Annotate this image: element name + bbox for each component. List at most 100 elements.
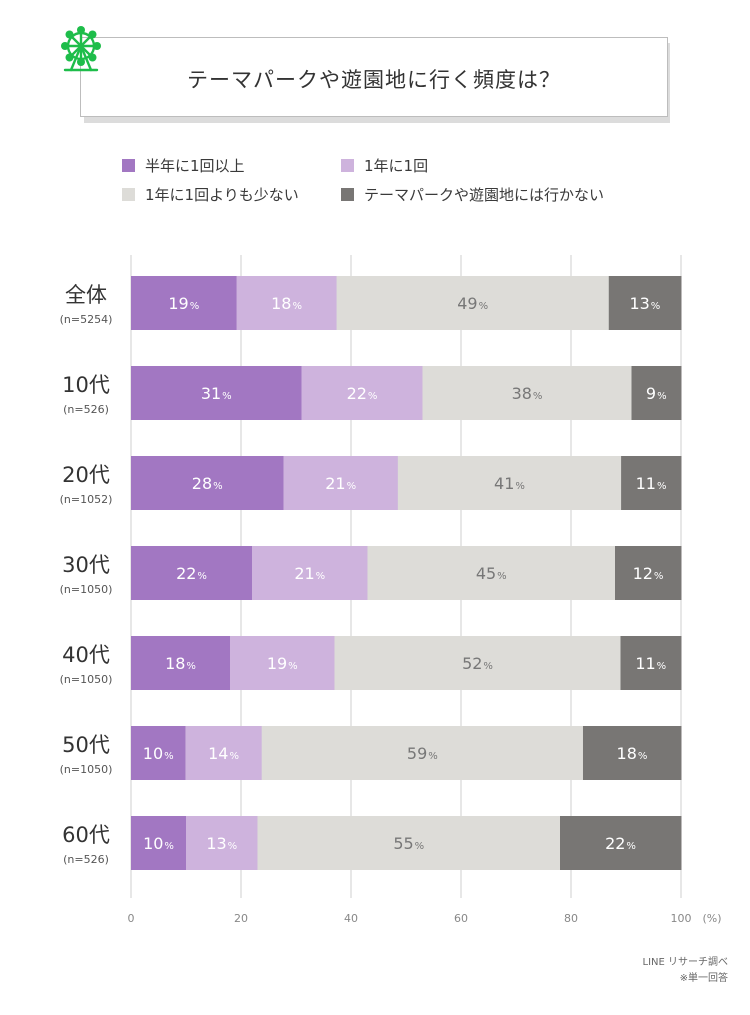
source-note: LINE リサーチ調べ	[642, 957, 729, 968]
data-label-never-1: 9%	[646, 384, 667, 403]
data-label-semi-annual-4: 18%	[165, 654, 196, 673]
legend-item-yearly: 1年に1回	[341, 155, 428, 176]
bar-less-3	[367, 546, 616, 600]
data-label-value: 22	[176, 564, 196, 583]
data-label-suffix: %	[415, 841, 425, 852]
data-label-value: 22	[347, 384, 367, 403]
data-label-value: 19	[168, 294, 188, 313]
legend-item-less: 1年に1回よりも少ない	[122, 184, 299, 205]
data-label-yearly-2: 21%	[325, 474, 356, 493]
category-n-5: (n=1050)	[60, 763, 113, 776]
bar-never-5	[582, 726, 682, 780]
data-label-suffix: %	[288, 661, 298, 672]
data-label-suffix: %	[229, 751, 239, 762]
ferris-wheel-icon	[61, 26, 101, 72]
data-label-less-1: 38%	[512, 384, 543, 403]
category-n-3: (n=1050)	[60, 583, 113, 596]
bar-never-3	[615, 546, 682, 600]
chart-title: テーマパークや遊園地に行く頻度は？	[187, 68, 561, 92]
data-label-value: 21	[294, 564, 314, 583]
bar-semi-annual-2	[131, 456, 284, 510]
data-label-value: 14	[208, 744, 228, 763]
bar-less-4	[334, 636, 621, 690]
legend-label-yearly: 1年に1回	[364, 157, 429, 175]
data-label-semi-annual-2: 28%	[192, 474, 223, 493]
bar-yearly-0	[236, 276, 338, 330]
x-tick-label-100: 100	[671, 912, 692, 925]
data-label-never-3: 12%	[633, 564, 664, 583]
legend-swatch-yearly	[341, 159, 354, 172]
data-label-suffix: %	[292, 301, 302, 312]
bar-yearly-6	[186, 816, 258, 870]
data-label-semi-annual-6: 10%	[143, 834, 174, 853]
data-label-suffix: %	[164, 841, 174, 852]
data-label-value: 10	[143, 744, 163, 763]
data-label-suffix: %	[222, 391, 232, 402]
data-label-value: 12	[633, 564, 653, 583]
category-n-6: (n=526)	[63, 853, 109, 866]
bar-semi-annual-4	[131, 636, 231, 690]
bar-semi-annual-3	[131, 546, 253, 600]
data-label-suffix: %	[164, 751, 174, 762]
data-label-yearly-6: 13%	[206, 834, 237, 853]
data-label-suffix: %	[626, 841, 636, 852]
data-label-value: 19	[267, 654, 287, 673]
data-label-never-2: 11%	[636, 474, 667, 493]
bar-semi-annual-5	[131, 726, 186, 780]
bar-yearly-3	[252, 546, 368, 600]
data-label-less-6: 55%	[393, 834, 424, 853]
x-tick-label-40: 40	[344, 912, 358, 925]
category-label-0: 全体	[65, 283, 107, 307]
data-label-semi-annual-5: 10%	[143, 744, 174, 763]
data-label-value: 49	[457, 294, 477, 313]
data-label-suffix: %	[347, 481, 357, 492]
x-tick-label-0: 0	[128, 912, 135, 925]
x-tick-label-60: 60	[454, 912, 468, 925]
bar-semi-annual-0	[131, 276, 238, 330]
x-axis-unit: (%)	[702, 912, 721, 925]
data-label-value: 31	[201, 384, 221, 403]
legend-label-never: テーマパークや遊園地には行かない	[364, 186, 605, 204]
category-n-0: (n=5254)	[60, 313, 113, 326]
legend-swatch-semi-annual	[122, 159, 135, 172]
legend-swatch-never	[341, 188, 354, 201]
bar-less-2	[397, 456, 622, 510]
data-label-yearly-0: 18%	[271, 294, 302, 313]
data-label-value: 10	[143, 834, 163, 853]
category-label-6: 60代	[62, 823, 110, 847]
data-label-semi-annual-3: 22%	[176, 564, 207, 583]
x-tick-label-80: 80	[564, 912, 578, 925]
bar-less-5	[261, 726, 584, 780]
data-label-suffix: %	[316, 571, 326, 582]
bar-semi-annual-1	[131, 366, 302, 420]
data-label-less-2: 41%	[494, 474, 525, 493]
bar-less-1	[422, 366, 632, 420]
data-label-value: 9	[646, 384, 656, 403]
bar-semi-annual-6	[131, 816, 187, 870]
category-label-1: 10代	[62, 373, 110, 397]
data-label-value: 13	[206, 834, 226, 853]
bar-less-6	[257, 816, 561, 870]
data-label-suffix: %	[213, 481, 223, 492]
bar-yearly-1	[301, 366, 423, 420]
data-label-never-5: 18%	[617, 744, 648, 763]
data-label-suffix: %	[186, 661, 196, 672]
legend: 半年に1回以上 1年に1回 1年に1回よりも少ない テーマパークや遊園地には行か…	[122, 150, 682, 210]
data-label-value: 52	[462, 654, 482, 673]
data-label-suffix: %	[228, 841, 238, 852]
data-label-semi-annual-1: 31%	[201, 384, 232, 403]
legend-label-semi-annual: 半年に1回以上	[145, 157, 245, 175]
data-label-never-4: 11%	[635, 654, 666, 673]
category-n-1: (n=526)	[63, 403, 109, 416]
category-label-2: 20代	[62, 463, 110, 487]
data-label-value: 11	[636, 474, 656, 493]
data-label-less-0: 49%	[457, 294, 488, 313]
bar-never-0	[608, 276, 682, 330]
data-label-suffix: %	[657, 481, 667, 492]
data-label-suffix: %	[657, 391, 667, 402]
data-label-value: 21	[325, 474, 345, 493]
data-label-value: 45	[476, 564, 496, 583]
title-box: テーマパークや遊園地に行く頻度は？	[80, 37, 668, 117]
bar-never-2	[621, 456, 682, 510]
